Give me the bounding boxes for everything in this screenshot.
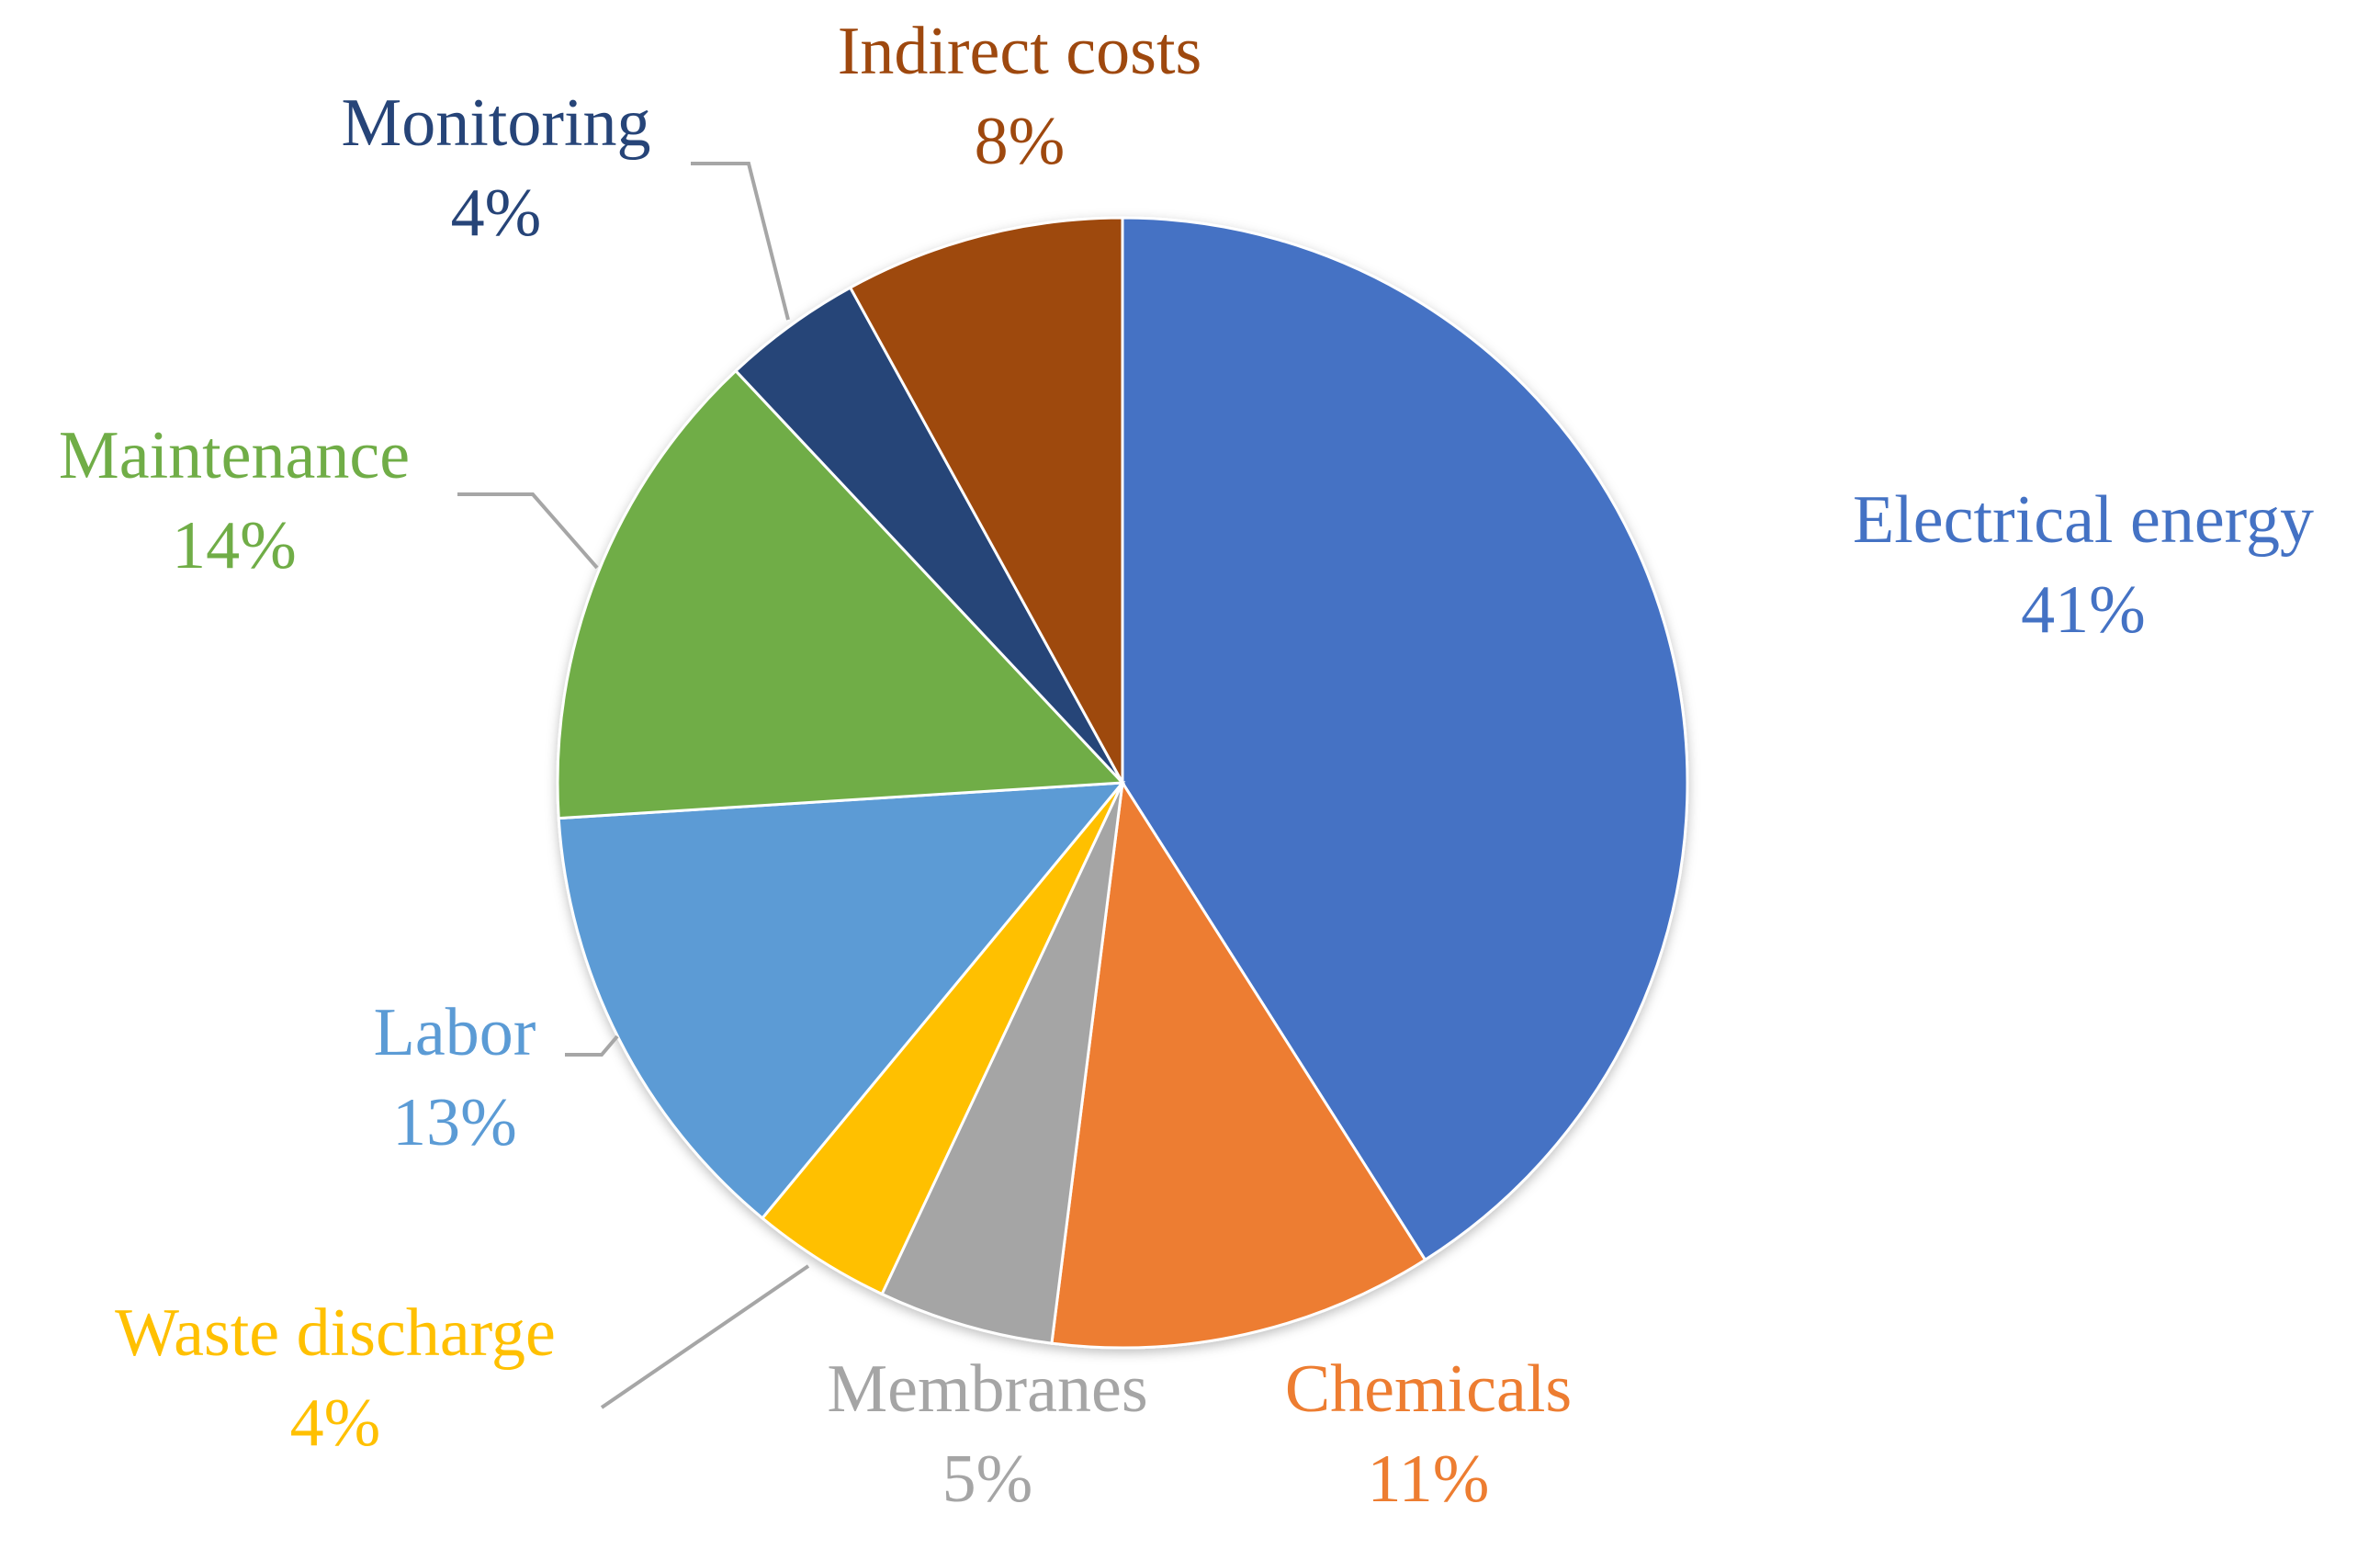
slice-label-membranes: Membranes 5%	[827, 1351, 1147, 1517]
slice-name-maintenance: Maintenance	[59, 418, 410, 493]
slice-labels: Electrical energy 41% Chemicals 11% Membrane…	[59, 14, 2314, 1517]
slice-percent-labor: 13%	[392, 1085, 517, 1160]
leader-line-maintenance	[457, 492, 599, 570]
leader-line-waste-discharge	[600, 1264, 810, 1409]
slice-name-monitoring: Monitoring	[341, 85, 650, 161]
slice-percent-waste-discharge: 4%	[290, 1385, 381, 1461]
slice-percent-maintenance: 14%	[172, 508, 297, 583]
leader-lines	[457, 162, 810, 1409]
leader-line-labor	[565, 1035, 619, 1057]
slice-name-waste-discharge: Waste discharge	[115, 1295, 556, 1371]
slice-percent-membranes: 5%	[942, 1442, 1033, 1517]
slice-label-indirect-costs: Indirect costs 8%	[838, 14, 1202, 179]
slice-percent-chemicals: 11%	[1368, 1442, 1490, 1517]
slice-name-chemicals: Chemicals	[1285, 1351, 1572, 1427]
slice-label-labor: Labor 13%	[374, 995, 536, 1160]
slice-percent-electrical-energy: 41%	[2021, 572, 2146, 648]
slice-label-monitoring: Monitoring 4%	[341, 85, 650, 251]
slice-label-electrical-energy: Electrical energy 41%	[1853, 482, 2314, 648]
slice-name-electrical-energy: Electrical energy	[1853, 482, 2314, 558]
slice-name-labor: Labor	[374, 995, 536, 1070]
slice-name-indirect-costs: Indirect costs	[838, 14, 1202, 89]
slice-label-maintenance: Maintenance 14%	[59, 418, 410, 583]
slice-label-waste-discharge: Waste discharge 4%	[115, 1295, 556, 1461]
pie-slices	[556, 216, 1689, 1350]
pie-slice-labor	[557, 781, 1126, 1220]
pie-slice-chemicals	[1050, 778, 1427, 1350]
slice-percent-indirect-costs: 8%	[975, 104, 1066, 179]
slice-percent-monitoring: 4%	[451, 175, 542, 251]
slice-label-chemicals: Chemicals 11%	[1285, 1351, 1572, 1517]
pie-slice-indirect-costs	[848, 216, 1124, 784]
slice-name-membranes: Membranes	[827, 1351, 1147, 1427]
pie-slice-membranes	[880, 782, 1124, 1345]
leader-line-monitoring	[691, 162, 790, 321]
pie-slice-electrical-energy	[1121, 216, 1689, 1262]
pie-slice-maintenance	[556, 368, 1126, 820]
